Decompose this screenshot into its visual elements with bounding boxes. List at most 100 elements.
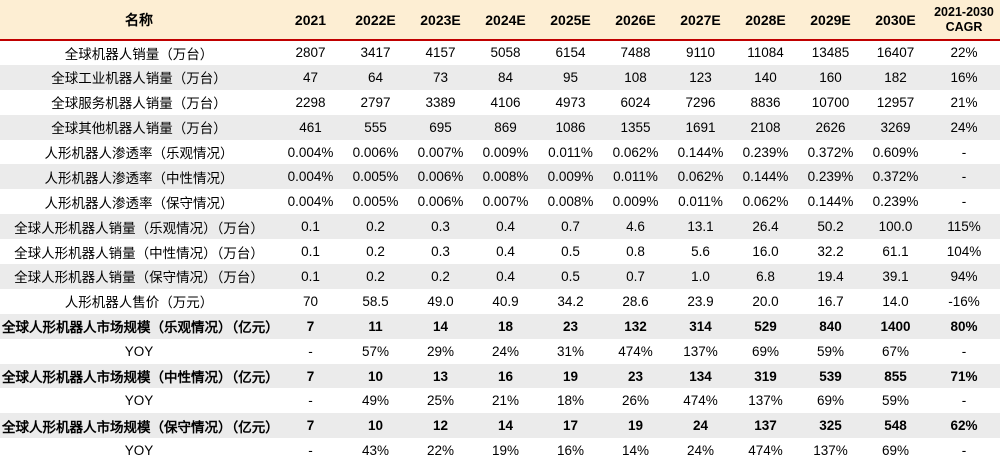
year-column-header-2025e: 2025E [538, 0, 603, 41]
value-cell: 0.062% [612, 144, 659, 160]
value-cell: 132 [624, 318, 647, 334]
value-cell: 3389 [425, 94, 456, 110]
value-cell: 73 [432, 69, 449, 85]
value-cell: 5058 [490, 45, 521, 61]
cagr-cell: - [961, 393, 967, 409]
value-cell: 39.1 [882, 268, 909, 284]
value-cell: 24% [491, 343, 520, 359]
value-cell: 0.4 [496, 268, 515, 284]
value-cell: 855 [884, 368, 907, 384]
value-cell: 31% [556, 343, 585, 359]
value-cell: 95 [562, 69, 579, 85]
row-label: YOY [124, 443, 154, 459]
value-cell: 137 [754, 418, 777, 434]
value-cell: 0.3 [431, 219, 450, 235]
cagr-cell: - [961, 194, 967, 210]
value-cell: 0.008% [547, 194, 594, 210]
row-label: 人形机器人渗透率（保守情况） [44, 195, 234, 211]
value-cell: 0.009% [612, 194, 659, 210]
value-cell: 8836 [750, 94, 781, 110]
value-cell: 100.0 [878, 219, 913, 235]
value-cell: 16407 [876, 45, 915, 61]
value-cell: 69% [881, 443, 910, 459]
value-cell: 69% [816, 393, 845, 409]
table-row: 人形机器人售价（万元） 70 58.5 49.0 40.9 34.2 28.6 23.9 20.… [0, 289, 1000, 314]
value-cell: - [308, 343, 313, 359]
value-cell: 19 [562, 368, 579, 384]
cagr-cell: - [961, 443, 967, 459]
value-cell: 24 [692, 418, 709, 434]
row-label: 全球工业机器人销量（万台） [51, 71, 227, 87]
value-cell: 0.239% [742, 144, 789, 160]
row-label: 全球服务机器人销量（万台） [51, 96, 227, 112]
value-cell: 19.4 [817, 268, 844, 284]
table-body: 全球机器人销量（万台） 2807 3417 4157 5058 6154 7488 9110 1… [0, 40, 1000, 463]
value-cell: 0.006% [417, 169, 464, 185]
cagr-cell: 21% [950, 94, 978, 110]
cagr-cell: 16% [950, 69, 978, 85]
value-cell: 59% [881, 393, 910, 409]
row-label: 全球人形机器人市场规模（保守情况）（亿元） [2, 419, 278, 435]
value-cell: 2626 [815, 119, 846, 135]
row-label: 全球机器人销量（万台） [64, 46, 214, 62]
cagr-column-header: 2021-2030 CAGR [928, 0, 1000, 41]
value-cell: 0.239% [872, 194, 919, 210]
cagr-cell: 104% [946, 244, 982, 260]
year-column-header-2026e: 2026E [603, 0, 668, 41]
value-cell: 7 [306, 418, 315, 434]
value-cell: 695 [429, 119, 452, 135]
value-cell: 1086 [555, 119, 586, 135]
cagr-cell: 24% [950, 119, 978, 135]
value-cell: 10 [367, 368, 384, 384]
value-cell: 0.144% [677, 144, 724, 160]
value-cell: 19 [627, 418, 644, 434]
value-cell: 2807 [295, 45, 326, 61]
value-cell: 0.009% [547, 169, 594, 185]
row-label: 人形机器人渗透率（中性情况） [44, 170, 234, 186]
value-cell: 3269 [880, 119, 911, 135]
cagr-cell: 80% [950, 318, 978, 334]
value-cell: 0.009% [482, 144, 529, 160]
value-cell: 14 [497, 418, 514, 434]
value-cell: 43% [361, 443, 390, 459]
value-cell: 0.372% [872, 169, 919, 185]
year-column-header-2023e: 2023E [408, 0, 473, 41]
year-column-header-2029e: 2029E [798, 0, 863, 41]
value-cell: 0.372% [807, 144, 854, 160]
value-cell: 11 [368, 318, 383, 334]
value-cell: 7 [306, 368, 315, 384]
table-row: 全球工业机器人销量（万台） 47 64 73 84 95 108 123 140 160 182 16… [0, 64, 1000, 90]
table-row: 全球人形机器人市场规模（中性情况）（亿元） 7 10 13 16 19 23 134 319 53… [0, 363, 1000, 389]
value-cell: 0.7 [561, 219, 580, 235]
cagr-header-line2: CAGR [945, 19, 983, 34]
cagr-cell: 115% [947, 219, 981, 235]
year-column-header-2028e: 2028E [733, 0, 798, 41]
value-cell: 0.2 [366, 268, 385, 284]
value-cell: 0.4 [496, 219, 515, 235]
value-cell: 10700 [811, 94, 850, 110]
value-cell: 0.004% [287, 144, 334, 160]
value-cell: 0.5 [561, 244, 580, 260]
table-row: 全球机器人销量（万台） 2807 3417 4157 5058 6154 7488 9110 1… [0, 40, 1000, 65]
value-cell: 5.6 [691, 244, 710, 260]
value-cell: 0.011% [548, 144, 593, 160]
value-cell: 0.007% [482, 194, 529, 210]
value-cell: 840 [819, 318, 842, 334]
table-row: YOY - 57% 29% 24% 31% 474% 137% 69% 59% 67% - [0, 339, 1000, 364]
value-cell: 4106 [490, 94, 521, 110]
value-cell: 23 [562, 318, 579, 334]
value-cell: 0.2 [366, 219, 385, 235]
value-cell: 18% [556, 393, 585, 409]
value-cell: 14 [432, 318, 449, 334]
value-cell: 0.7 [626, 268, 645, 284]
row-label: 全球人形机器人销量（乐观情况）（万台） [14, 220, 264, 236]
value-cell: 1400 [880, 318, 911, 334]
value-cell: 64 [367, 69, 384, 85]
cagr-cell: 94% [950, 268, 978, 284]
value-cell: 140 [754, 69, 777, 85]
row-label: 全球人形机器人市场规模（中性情况）（亿元） [2, 370, 278, 386]
value-cell: 61.1 [882, 244, 909, 260]
value-cell: 26% [621, 393, 650, 409]
value-cell: 0.4 [496, 244, 515, 260]
